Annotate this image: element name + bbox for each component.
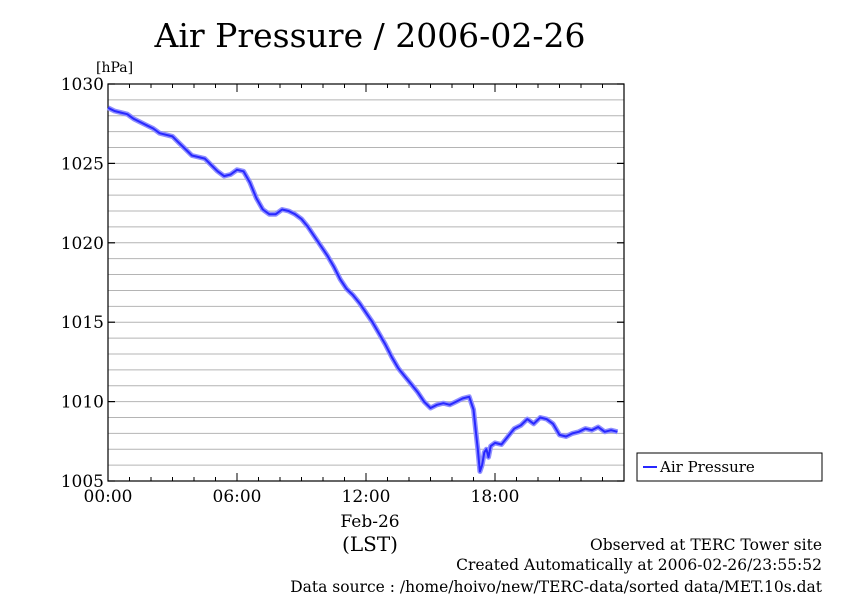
x-tick-label: 06:00 <box>213 487 262 507</box>
legend: Air Pressure <box>636 452 823 482</box>
series-layer <box>106 105 619 474</box>
y-tick-label: 1020 <box>61 234 104 254</box>
y-tick-label: 1010 <box>61 393 104 413</box>
y-axis: 1005 1010 1015 1020 1025 1030 <box>61 75 624 492</box>
y-tick-label: 1005 <box>61 472 104 492</box>
footer-created: Created Automatically at 2006-02-26/23:5… <box>456 556 822 574</box>
date-label: Feb-26 <box>340 512 399 532</box>
x-axis: 00:00 06:00 12:00 18:00 <box>84 84 625 507</box>
chart-title: Air Pressure / 2006-02-26 <box>154 16 586 55</box>
y-tick-label: 1025 <box>61 154 104 174</box>
x-tick-label: 12:00 <box>342 487 391 507</box>
y-tick-label: 1015 <box>61 313 104 333</box>
series-line-air-pressure <box>107 106 618 473</box>
x-tick-label: 18:00 <box>471 487 520 507</box>
footer-observed: Observed at TERC Tower site <box>590 536 822 554</box>
x-tick-label: 00:00 <box>84 487 133 507</box>
y-tick-label: 1030 <box>61 75 104 95</box>
grid-lines <box>108 99 624 466</box>
y-axis-unit-label: [hPa] <box>96 60 133 76</box>
legend-entry-air-pressure: Air Pressure <box>659 458 755 476</box>
footer-source: Data source : /home/hoivo/new/TERC-data/… <box>290 578 823 595</box>
legend-box <box>636 452 823 482</box>
x-axis-label: (LST) <box>342 532 398 556</box>
